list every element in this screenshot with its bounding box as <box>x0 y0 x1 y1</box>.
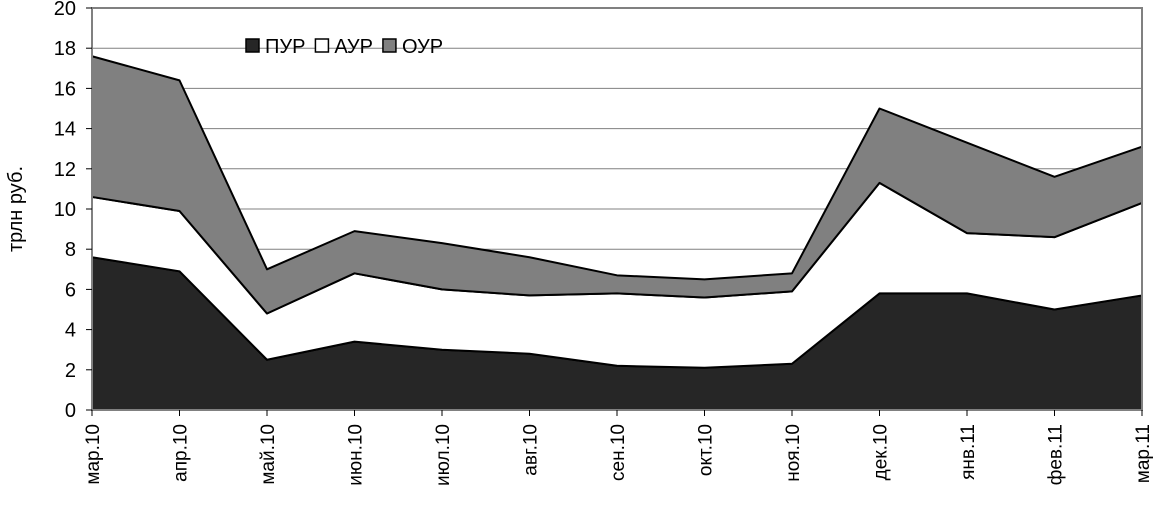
legend-swatch <box>314 38 330 53</box>
y-tick-label: 14 <box>54 119 76 141</box>
y-axis-label: трлн руб. <box>5 166 27 252</box>
y-tick-label: 2 <box>65 360 76 382</box>
x-tick-label: июл.10 <box>433 424 454 486</box>
x-tick-label: фев.11 <box>1046 424 1067 485</box>
x-tick-label: мар.11 <box>1133 424 1154 483</box>
legend-label: ПУР <box>265 36 305 58</box>
y-axis-ticks: 0 2 4 6 8 10 12 14 16 18 20 <box>54 0 92 422</box>
legend-label: АУР <box>334 36 373 58</box>
y-tick-label: 4 <box>65 320 76 342</box>
legend: ПУР АУР ОУР <box>245 36 443 58</box>
y-tick-label: 6 <box>65 279 76 301</box>
y-tick-label: 18 <box>54 38 76 60</box>
legend-swatch <box>245 38 260 53</box>
x-tick-label: ноя.10 <box>783 424 804 482</box>
x-axis-ticks: мар.10 апр.10 май.10 июн.10 июл.10 авг.10 сен.… <box>83 410 1154 486</box>
y-tick-label: 0 <box>65 400 76 422</box>
x-tick-label: сен.10 <box>608 424 629 481</box>
x-tick-label: авг.10 <box>521 424 542 476</box>
x-tick-label: май.10 <box>258 424 279 485</box>
legend-swatch <box>382 38 397 53</box>
y-tick-label: 8 <box>65 239 76 261</box>
y-tick-label: 20 <box>54 0 76 20</box>
y-tick-label: 10 <box>54 199 76 221</box>
x-tick-label: мар.10 <box>83 424 104 485</box>
y-tick-label: 16 <box>54 78 76 100</box>
legend-label: ОУР <box>402 36 443 58</box>
x-tick-label: апр.10 <box>171 424 192 482</box>
x-tick-label: янв.11 <box>958 424 979 480</box>
y-tick-label: 12 <box>54 159 76 181</box>
x-tick-label: окт.10 <box>696 424 717 476</box>
x-tick-label: дек.10 <box>871 424 892 480</box>
x-tick-label: июн.10 <box>346 424 367 486</box>
